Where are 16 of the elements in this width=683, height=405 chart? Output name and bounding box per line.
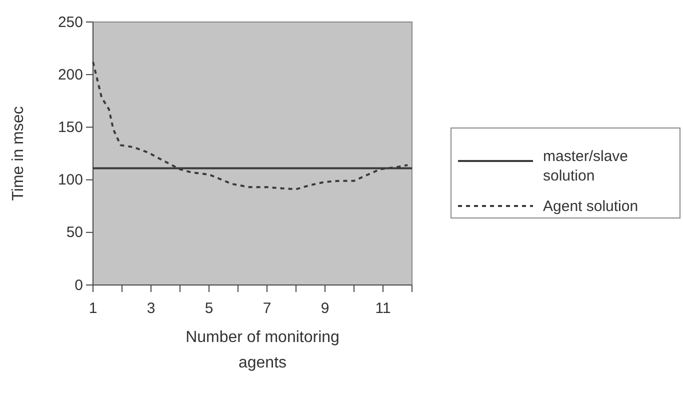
x-axis-title: Number of monitoring agents — [186, 329, 340, 372]
legend-label: master/slave solution — [543, 148, 628, 184]
x-tick-label: 3 — [146, 300, 156, 317]
legend-label: Agent solution — [543, 198, 638, 215]
y-tick-label: 250 — [58, 14, 83, 31]
y-axis-title: Time in msec — [10, 106, 27, 201]
y-tick-label: 0 — [74, 276, 83, 294]
x-tick-label: 9 — [320, 300, 330, 317]
x-tick-label: 7 — [262, 300, 272, 317]
y-tick-label: 50 — [66, 224, 83, 242]
y-tick-label: 150 — [58, 119, 83, 136]
x-tick-label: 11 — [375, 300, 391, 317]
x-tick-label: 5 — [204, 300, 214, 317]
y-tick-label: 200 — [58, 66, 83, 84]
x-tick-label: 1 — [88, 300, 98, 317]
y-tick-label: 100 — [58, 172, 83, 189]
